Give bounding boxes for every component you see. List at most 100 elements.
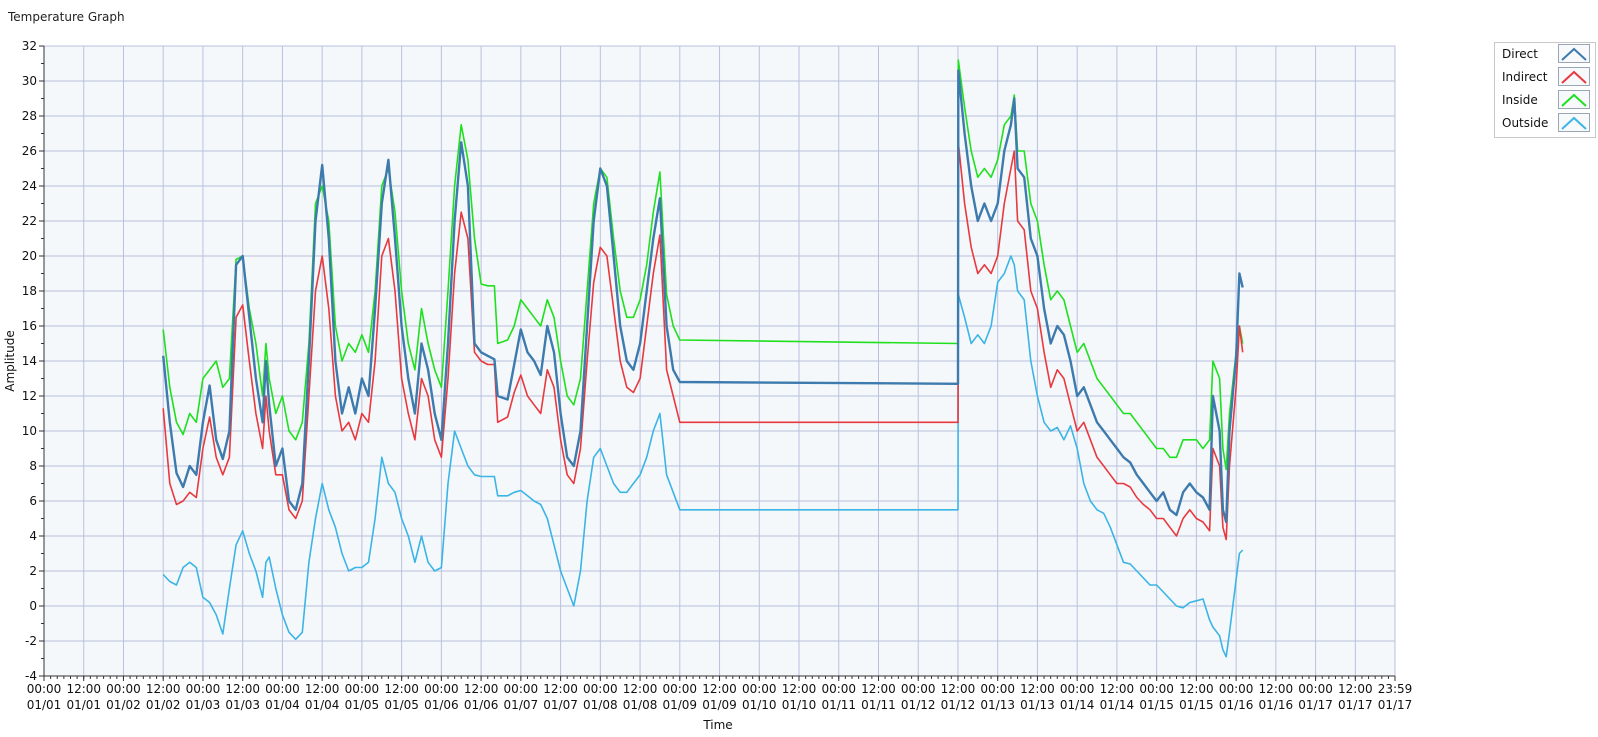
series-lines xyxy=(162,59,1244,658)
y-tick-label: 32 xyxy=(22,39,37,53)
x-tick-time-label: 00:00 xyxy=(583,682,618,696)
x-tick-time-label: 12:00 xyxy=(66,682,101,696)
x-tick-date-label: 01/05 xyxy=(345,698,380,712)
x-tick-time-label: 12:00 xyxy=(1338,682,1373,696)
x-tick-date-label: 01/09 xyxy=(702,698,737,712)
y-tick-label: 28 xyxy=(22,109,37,123)
x-tick-date-label: 01/15 xyxy=(1139,698,1174,712)
chart-legend[interactable]: Direct Indirect Inside Outside xyxy=(1494,42,1596,138)
legend-line-icon xyxy=(1561,70,1587,84)
legend-label: Outside xyxy=(1502,116,1549,130)
x-tick-date-label: 01/10 xyxy=(782,698,817,712)
x-tick-time-label: 12:00 xyxy=(1020,682,1055,696)
x-tick-date-label: 01/04 xyxy=(265,698,300,712)
x-tick-date-label: 01/12 xyxy=(941,698,976,712)
y-tick-label: -2 xyxy=(25,634,37,648)
x-tick-date-label: 01/06 xyxy=(464,698,499,712)
y-tick-label: 26 xyxy=(22,144,37,158)
y-axis-label: Amplitude xyxy=(3,330,17,392)
x-tick-time-label: 00:00 xyxy=(345,682,380,696)
x-tick-date-label: 01/17 xyxy=(1378,698,1413,712)
x-tick-date-label: 01/02 xyxy=(106,698,141,712)
x-tick-date-label: 01/14 xyxy=(1100,698,1135,712)
x-axis: 00:00 01/01 12:00 01/01 00:00 01/02 12:00 01/02… xyxy=(27,675,1413,712)
y-tick-label: 22 xyxy=(22,214,37,228)
x-tick-date-label: 01/16 xyxy=(1219,698,1254,712)
legend-item-indirect[interactable]: Indirect xyxy=(1495,66,1595,88)
y-tick-label: 14 xyxy=(22,354,37,368)
legend-label: Inside xyxy=(1502,93,1538,107)
x-tick-date-label: 01/13 xyxy=(980,698,1015,712)
y-tick-label: 24 xyxy=(22,179,37,193)
legend-item-inside[interactable]: Inside xyxy=(1495,89,1595,111)
x-tick-time-label: 12:00 xyxy=(225,682,260,696)
y-tick-label: -4 xyxy=(25,669,37,683)
x-tick-date-label: 01/11 xyxy=(821,698,856,712)
y-tick-label: 18 xyxy=(22,284,37,298)
x-tick-time-label: 00:00 xyxy=(27,682,62,696)
y-tick-label: 10 xyxy=(22,424,37,438)
y-tick-label: 30 xyxy=(22,74,37,88)
legend-swatch-icon[interactable] xyxy=(1558,90,1590,109)
legend-label: Indirect xyxy=(1502,70,1548,84)
legend-line-icon xyxy=(1561,116,1587,130)
x-tick-date-label: 01/09 xyxy=(662,698,697,712)
y-tick-label: 0 xyxy=(29,599,37,613)
x-tick-time-label: 12:00 xyxy=(305,682,340,696)
series-line-indirect xyxy=(162,141,1244,541)
y-tick-label: 12 xyxy=(22,389,37,403)
x-tick-time-label: 12:00 xyxy=(543,682,578,696)
legend-swatch-icon[interactable] xyxy=(1558,113,1590,132)
x-tick-time-label: 00:00 xyxy=(1219,682,1254,696)
x-tick-time-label: 00:00 xyxy=(106,682,141,696)
x-tick-time-label: 23:59 xyxy=(1378,682,1413,696)
x-tick-date-label: 01/04 xyxy=(305,698,340,712)
x-tick-time-label: 00:00 xyxy=(1139,682,1174,696)
x-tick-time-label: 12:00 xyxy=(146,682,181,696)
x-tick-date-label: 01/11 xyxy=(861,698,896,712)
y-tick-label: 20 xyxy=(22,249,37,263)
y-tick-label: 2 xyxy=(29,564,37,578)
y-tick-label: 16 xyxy=(22,319,37,333)
x-tick-date-label: 01/03 xyxy=(225,698,260,712)
x-tick-time-label: 00:00 xyxy=(504,682,539,696)
x-tick-date-label: 01/07 xyxy=(504,698,539,712)
x-tick-time-label: 12:00 xyxy=(702,682,737,696)
x-tick-date-label: 01/13 xyxy=(1020,698,1055,712)
x-tick-time-label: 12:00 xyxy=(782,682,817,696)
x-tick-date-label: 01/17 xyxy=(1338,698,1373,712)
x-tick-time-label: 00:00 xyxy=(821,682,856,696)
series-line-inside xyxy=(162,59,1244,471)
x-tick-time-label: 12:00 xyxy=(1100,682,1135,696)
x-tick-time-label: 12:00 xyxy=(384,682,419,696)
x-tick-date-label: 01/15 xyxy=(1179,698,1214,712)
x-tick-time-label: 12:00 xyxy=(1179,682,1214,696)
x-tick-time-label: 12:00 xyxy=(623,682,658,696)
x-tick-date-label: 01/06 xyxy=(424,698,459,712)
x-tick-date-label: 01/05 xyxy=(384,698,419,712)
legend-item-direct[interactable]: Direct xyxy=(1495,43,1595,65)
series-line-direct xyxy=(162,69,1244,524)
series-line-outside xyxy=(162,255,1244,658)
legend-swatch-icon[interactable] xyxy=(1558,44,1590,63)
legend-label: Direct xyxy=(1502,47,1538,61)
x-tick-time-label: 12:00 xyxy=(464,682,499,696)
x-tick-time-label: 00:00 xyxy=(980,682,1015,696)
x-tick-date-label: 01/08 xyxy=(623,698,658,712)
x-tick-time-label: 00:00 xyxy=(1060,682,1095,696)
x-tick-time-label: 00:00 xyxy=(1298,682,1333,696)
x-tick-date-label: 01/14 xyxy=(1060,698,1095,712)
x-tick-time-label: 12:00 xyxy=(941,682,976,696)
x-tick-date-label: 01/10 xyxy=(742,698,777,712)
legend-line-icon xyxy=(1561,93,1587,107)
legend-line-icon xyxy=(1561,47,1587,61)
x-tick-date-label: 01/17 xyxy=(1298,698,1333,712)
x-tick-time-label: 00:00 xyxy=(901,682,936,696)
x-tick-date-label: 01/02 xyxy=(146,698,181,712)
legend-swatch-icon[interactable] xyxy=(1558,67,1590,86)
x-tick-time-label: 12:00 xyxy=(861,682,896,696)
chart-title: Temperature Graph xyxy=(8,10,125,24)
legend-item-outside[interactable]: Outside xyxy=(1495,112,1595,134)
